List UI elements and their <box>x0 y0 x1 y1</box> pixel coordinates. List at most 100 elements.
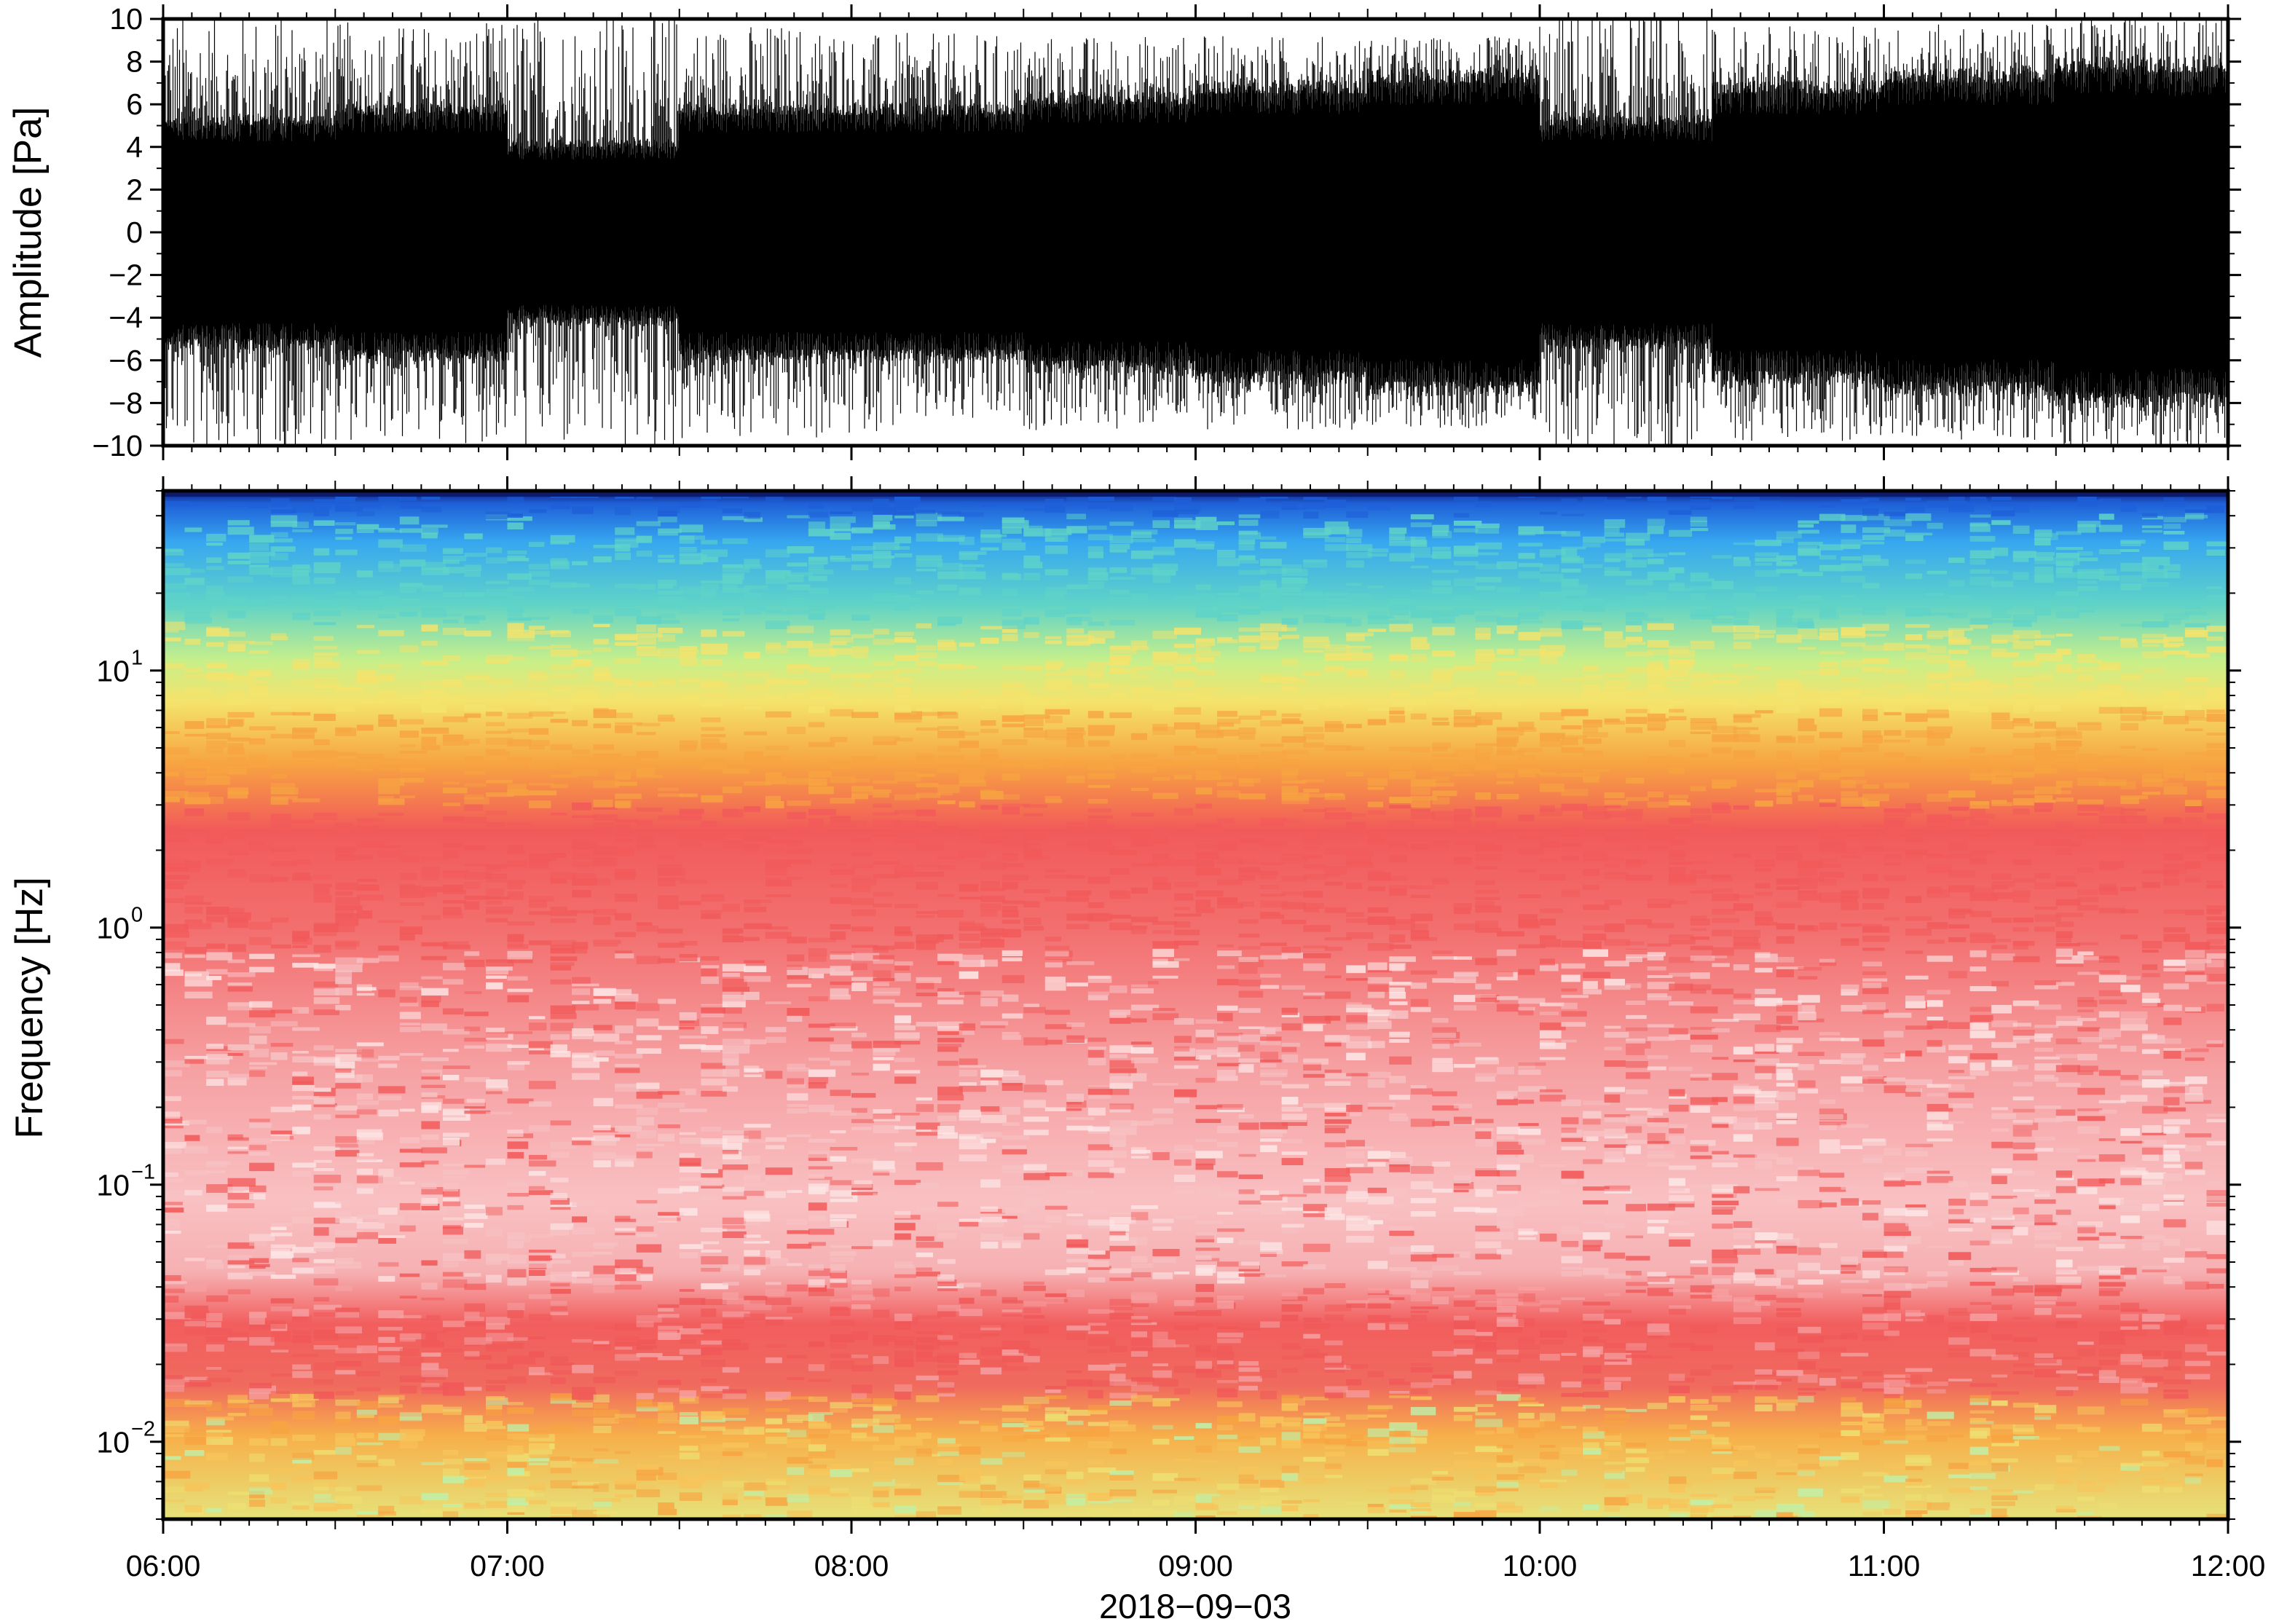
spectrogram-cell <box>1001 803 1030 807</box>
spectrogram-cell <box>937 1475 966 1483</box>
spectrogram-cell <box>701 795 723 803</box>
spectrogram-cell <box>1453 1502 1471 1507</box>
spectrogram-cell <box>1561 737 1578 746</box>
spectrogram-cell <box>206 862 232 866</box>
spectrogram-cell <box>1174 958 1190 961</box>
spectrogram-cell <box>1496 996 1519 1001</box>
spectrogram-cell <box>1303 1412 1331 1416</box>
spectrogram-cell <box>937 800 956 805</box>
spectrogram-cell <box>937 784 960 793</box>
spectrogram-cell <box>1001 739 1028 746</box>
spectrogram-cell <box>292 1475 316 1480</box>
spectrogram-cell <box>421 867 440 875</box>
spectrogram-cell <box>1647 1108 1669 1113</box>
spectrogram-cell <box>486 982 503 990</box>
spectrogram-cell <box>335 970 353 977</box>
spectrogram-cell <box>1475 1076 1495 1082</box>
spectrogram-cell <box>851 696 873 702</box>
spectrogram-cell <box>313 923 339 932</box>
spectrogram-cell <box>572 650 592 655</box>
spectrogram-cell <box>1087 1172 1114 1178</box>
spectrogram-cell <box>1174 1436 1194 1440</box>
spectrogram-cell <box>873 1167 896 1173</box>
spectrogram-cell <box>313 1146 340 1151</box>
spectrogram-cell <box>486 877 507 883</box>
spectrogram-cell <box>507 513 523 518</box>
spectrogram-cell <box>1367 1507 1385 1513</box>
spectrogram-cell <box>1647 1288 1674 1296</box>
spectrogram-cell <box>1583 885 1599 891</box>
spectrogram-cell <box>1496 931 1524 937</box>
spectrogram-cell <box>1604 1115 1628 1122</box>
spectrogram-cell <box>442 1029 470 1035</box>
spectrogram-cell <box>980 826 1001 832</box>
spectrogram-cell <box>1496 738 1517 747</box>
spectrogram-cell <box>765 772 782 776</box>
spectrogram-cell <box>808 1450 835 1459</box>
spectrogram-cell <box>572 1271 590 1277</box>
spectrogram-cell <box>1281 1226 1299 1234</box>
spectrogram-cell <box>356 984 372 992</box>
spectrogram-cell <box>851 1355 868 1358</box>
spectrogram-cell <box>292 1394 319 1401</box>
spectrogram-cell <box>1324 1355 1342 1363</box>
spectrogram-cell <box>722 841 745 849</box>
spectrogram-cell <box>1324 907 1347 913</box>
spectrogram-cell <box>1174 1459 1192 1462</box>
spectrogram-cell <box>851 1365 873 1372</box>
spectrogram-cell <box>636 1148 655 1151</box>
spectrogram-cell <box>1561 1406 1586 1412</box>
spectrogram-cell <box>335 957 363 966</box>
spectrogram-cell <box>270 1467 295 1473</box>
spectrogram-cell <box>486 511 510 519</box>
spectrogram-cell <box>894 1457 914 1465</box>
spectrogram-cell <box>1109 1448 1127 1454</box>
spectrogram-cell <box>399 986 423 990</box>
spectrogram-cell <box>1540 1330 1567 1338</box>
spectrogram-cell <box>1260 894 1286 897</box>
spectrogram-cell <box>464 1317 484 1321</box>
spectrogram-cell <box>1324 1107 1349 1113</box>
spectrogram-cell <box>1583 989 1602 995</box>
spectrogram-cell <box>292 859 311 864</box>
spectrogram-cell <box>249 1258 269 1264</box>
spectrogram-cell <box>1023 926 1044 931</box>
spectrogram-cell <box>1389 1010 1409 1019</box>
spectrogram-cell <box>636 751 659 759</box>
spectrogram-cell <box>808 770 832 778</box>
spectrogram-cell <box>1496 766 1517 770</box>
spectrogram-cell <box>1647 1272 1666 1277</box>
spectrogram-cell <box>464 872 492 880</box>
spectrogram-cell <box>1303 963 1326 971</box>
spectrogram-cell <box>1410 1407 1436 1416</box>
spectrogram-cell <box>593 1160 611 1167</box>
spectrogram-cell <box>1217 1389 1238 1398</box>
spectrogram-cell <box>486 1333 513 1341</box>
spectrogram-cell <box>1238 1044 1255 1052</box>
spectrogram-cell <box>916 1122 940 1130</box>
spectrogram-cell <box>916 1272 940 1277</box>
spectrogram-cell <box>1496 1201 1524 1210</box>
spectrogram-cell <box>572 1004 599 1011</box>
spectrogram-cell <box>851 712 878 718</box>
spectrogram-cell <box>1260 536 1277 540</box>
spectrogram-cell <box>808 818 824 827</box>
spectrogram-cell <box>959 780 987 787</box>
spectrogram-cell <box>1346 1364 1369 1369</box>
spectrogram-cell <box>701 1347 723 1355</box>
spectrogram-cell <box>486 1385 505 1392</box>
spectrogram-cell <box>1217 1387 1235 1392</box>
spectrogram-cell <box>1044 945 1070 952</box>
spectrogram-cell <box>830 1488 849 1494</box>
spectrogram-cell <box>1453 842 1475 845</box>
spectrogram-cell <box>636 633 663 638</box>
spectrogram-cell <box>184 604 212 612</box>
spectrogram-cell <box>378 674 395 682</box>
spectrogram-cell <box>1410 844 1427 849</box>
waveform-y-axis-title: Amplitude [Pa] <box>7 107 50 358</box>
spectrogram-cell <box>1044 960 1063 968</box>
spectrogram-cell <box>550 813 567 816</box>
spectrogram-cell <box>787 1134 811 1138</box>
spectrogram-cell <box>529 896 554 902</box>
spectrogram-cell <box>1626 1355 1653 1358</box>
